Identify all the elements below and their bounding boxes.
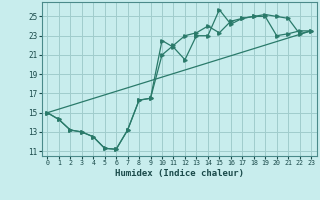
X-axis label: Humidex (Indice chaleur): Humidex (Indice chaleur) xyxy=(115,169,244,178)
